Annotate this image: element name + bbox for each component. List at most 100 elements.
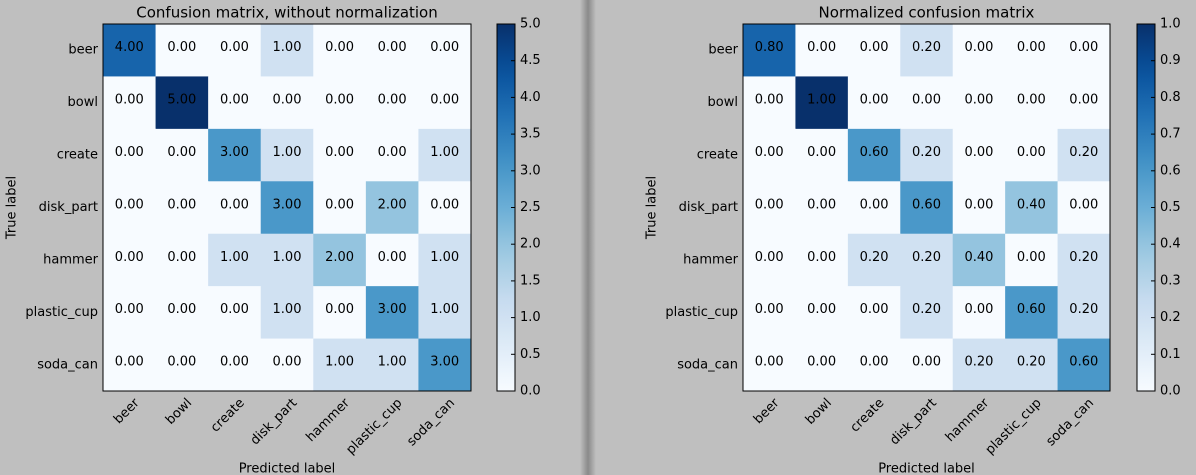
- cell-label: 1.00: [378, 355, 407, 370]
- x-tick-label: disk_part: [887, 396, 940, 449]
- heatmap-cell: [103, 181, 157, 235]
- heatmap-cell: [155, 128, 209, 182]
- heatmap-cell: [260, 128, 314, 182]
- heatmap-cell: [103, 24, 157, 77]
- heatmap-cell: [208, 76, 262, 130]
- y-axis-label: True label: [645, 176, 660, 240]
- heatmap-cell: [103, 76, 157, 130]
- heatmap-cell: [847, 128, 901, 182]
- cell-label: 0.20: [912, 302, 941, 317]
- heatmap-cell: [313, 286, 367, 340]
- cell-label: 0.00: [807, 197, 836, 212]
- heatmap-cell: [208, 24, 262, 77]
- cell-label: 0.20: [912, 40, 941, 55]
- colorbar-tick-label: 0.6: [1160, 163, 1181, 178]
- cell-label: 1.00: [430, 250, 459, 265]
- cell-label: 0.00: [273, 93, 302, 108]
- cell-label: 4.00: [115, 40, 144, 55]
- heatmap-cell: [103, 233, 157, 287]
- cell-label: 0.00: [167, 145, 196, 160]
- heatmap-cell: [1057, 128, 1111, 182]
- cell-label: 1.00: [273, 250, 302, 265]
- cell-label: 0.00: [755, 302, 784, 317]
- heatmap-cell: [260, 181, 314, 235]
- colorbar-tick-label: 2.0: [520, 237, 541, 252]
- x-tick-label: create: [208, 396, 248, 436]
- cell-label: 0.00: [220, 93, 249, 108]
- cell-label: 0.00: [325, 197, 354, 212]
- cell-label: 0.00: [220, 40, 249, 55]
- plot-frame: [742, 23, 1111, 392]
- cell-label: 0.00: [807, 302, 836, 317]
- cell-label: 0.20: [912, 145, 941, 160]
- x-tick-label: plastic_cup: [983, 396, 1045, 458]
- heatmap-cell: [365, 338, 419, 392]
- cell-label: 0.00: [964, 40, 993, 55]
- heatmap-cell: [952, 128, 1006, 182]
- cell-label: 2.00: [378, 197, 407, 212]
- heatmap-cell: [208, 286, 262, 340]
- heatmap-cell: [418, 286, 472, 340]
- cell-label: 0.60: [1069, 355, 1098, 370]
- cell-label: 3.00: [378, 302, 407, 317]
- cell-label: 0.60: [912, 197, 941, 212]
- x-tick-label: create: [848, 396, 888, 436]
- heatmap-cell: [313, 76, 367, 130]
- colorbar-tick-label: 4.5: [520, 53, 541, 68]
- cell-label: 0.00: [378, 250, 407, 265]
- cell-label: 0.00: [912, 355, 941, 370]
- x-tick-label: plastic_cup: [343, 396, 405, 458]
- heatmap-cell: [900, 24, 954, 77]
- heatmap-cell: [260, 76, 314, 130]
- y-tick-label: plastic_cup: [25, 305, 98, 320]
- heatmap-cell: [900, 181, 954, 235]
- cell-label: 0.60: [1017, 302, 1046, 317]
- y-tick-label: create: [697, 148, 738, 163]
- heatmap-cell: [208, 338, 262, 392]
- cell-label: 0.00: [430, 93, 459, 108]
- cell-label: 0.00: [167, 40, 196, 55]
- cell-label: 0.00: [1017, 250, 1046, 265]
- heatmap-cell: [1057, 76, 1111, 130]
- y-tick-label: plastic_cup: [665, 305, 738, 320]
- heatmap-cell: [952, 233, 1006, 287]
- cell-label: 0.00: [115, 197, 144, 212]
- colorbar-tick-label: 2.5: [520, 200, 541, 215]
- cell-label: 5.00: [167, 93, 196, 108]
- heatmap-cell: [743, 24, 796, 77]
- y-tick-label: bowl: [708, 95, 738, 110]
- cell-label: 3.00: [273, 197, 302, 212]
- cell-label: 0.00: [807, 355, 836, 370]
- y-tick-label: bowl: [68, 95, 98, 110]
- heatmap-cell: [418, 128, 472, 182]
- heatmap-cell: [1005, 76, 1059, 130]
- colorbar-tick-label: 0.0: [520, 384, 541, 399]
- heatmap-cell: [847, 233, 901, 287]
- heatmap-cell: [365, 286, 419, 340]
- heatmap-cell: [155, 286, 209, 340]
- cell-label: 0.00: [860, 197, 889, 212]
- cell-label: 1.00: [430, 302, 459, 317]
- colorbar-tick-label: 1.0: [520, 310, 541, 325]
- y-tick-label: soda_can: [37, 357, 98, 372]
- heatmap-cell: [418, 181, 472, 235]
- heatmap-cell: [365, 233, 419, 287]
- cell-label: 0.00: [1069, 93, 1098, 108]
- colorbar-tick-label: 0.2: [1160, 310, 1181, 325]
- cell-label: 0.20: [1069, 250, 1098, 265]
- x-axis-label: Predicted label: [878, 462, 975, 475]
- colorbar-tick-label: 0.8: [1160, 90, 1181, 105]
- heatmap-cell: [900, 286, 954, 340]
- heatmap-cell: [847, 286, 901, 340]
- heatmap-cell: [155, 233, 209, 287]
- heatmap-cell: [103, 128, 157, 182]
- heatmap-cell: [1057, 233, 1111, 287]
- cell-label: 0.00: [378, 145, 407, 160]
- heatmap-cell: [952, 76, 1006, 130]
- cell-label: 0.20: [1017, 355, 1046, 370]
- heatmap-cell: [365, 24, 419, 77]
- cell-label: 0.00: [167, 355, 196, 370]
- heatmap-cell: [795, 233, 849, 287]
- panel-divider: [580, 0, 596, 475]
